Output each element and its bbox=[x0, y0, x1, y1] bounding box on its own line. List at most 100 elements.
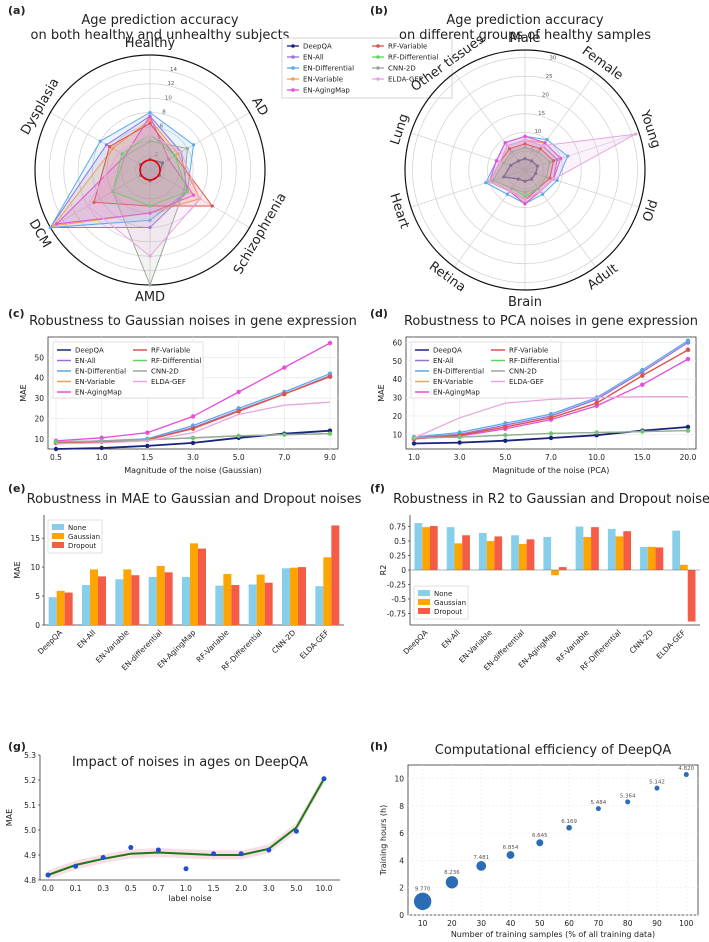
legend-entry: Dropout bbox=[434, 608, 463, 616]
bar-None bbox=[115, 579, 124, 625]
series-marker-DeepQA bbox=[530, 159, 534, 163]
series-marker-RF-Variable bbox=[236, 409, 241, 414]
legend-entry: EN-All bbox=[303, 54, 324, 62]
series-marker-RF-Variable bbox=[210, 204, 214, 208]
legend-entry: EN-Variable bbox=[303, 76, 343, 84]
axis-label: DCM bbox=[26, 217, 54, 251]
series-marker-EN-Differential bbox=[685, 338, 691, 343]
bar-Gaussian bbox=[647, 546, 656, 570]
legend-entry: EN-Variable bbox=[75, 378, 115, 386]
bubble-label: 6.169 bbox=[561, 819, 577, 825]
bar-None bbox=[282, 568, 290, 625]
series-marker-CNN-2D bbox=[523, 145, 527, 150]
series-line-CNN-2D bbox=[55, 433, 331, 443]
legend-entry: Dropout bbox=[68, 542, 97, 550]
bubble-label: 5.364 bbox=[620, 793, 636, 799]
y-axis-label: Training hours (h) bbox=[379, 805, 388, 876]
x-tick-label: 10 bbox=[418, 919, 428, 928]
series-marker-EN-Differential bbox=[236, 406, 241, 411]
legend-entry: ELDA-GEF bbox=[151, 378, 186, 386]
bar-None bbox=[215, 585, 224, 625]
x-tick-label: DeepQA bbox=[36, 627, 65, 656]
legend-marker bbox=[291, 88, 295, 92]
series-line-ELDA-GEF bbox=[413, 396, 688, 439]
plot-frame bbox=[407, 764, 699, 916]
x-axis-label: Magnitude of the noise (Gaussian) bbox=[124, 466, 262, 475]
series-marker-DeepQA bbox=[516, 159, 520, 163]
series-marker-EN-AgingMap bbox=[559, 156, 563, 161]
chart-title: Robustness in R2 to Gaussian and Dropout… bbox=[393, 492, 709, 507]
x-tick-label: 1.0 bbox=[180, 884, 192, 893]
x-axis-label: label noise bbox=[168, 894, 211, 903]
series-marker-EN-Differential bbox=[545, 138, 549, 142]
fit-curve bbox=[47, 778, 325, 876]
series-marker-ELDA-GEF bbox=[538, 189, 543, 193]
series-marker-RF-Variable bbox=[92, 200, 96, 204]
series-marker-EN-AgingMap bbox=[494, 159, 499, 163]
legend-entry: CNN-2D bbox=[151, 368, 179, 376]
x-tick-label: 0.3 bbox=[97, 884, 109, 893]
y-tick-label: 4.9 bbox=[24, 851, 36, 860]
series-marker-EN-Differential bbox=[191, 143, 196, 147]
y-tick-label: 6 bbox=[399, 829, 404, 838]
bar-None bbox=[248, 584, 257, 625]
bar-Gaussian bbox=[583, 537, 592, 570]
series-marker-DeepQA bbox=[685, 424, 691, 430]
legend-entry: RF-Variable bbox=[151, 347, 190, 355]
y-tick-label: 15 bbox=[30, 534, 40, 543]
bar-None bbox=[511, 535, 519, 570]
x-tick-label: 15.0 bbox=[634, 453, 651, 462]
chart-title: on both healthy and unhealthy subjects bbox=[31, 28, 290, 43]
series-marker-RF-Variable bbox=[548, 415, 554, 420]
series-marker-EN-AgingMap bbox=[543, 141, 547, 145]
y-tick-label: 10 bbox=[30, 563, 40, 572]
series-marker-DeepQA bbox=[509, 163, 513, 167]
y-tick-label: 0 bbox=[399, 911, 404, 920]
x-tick-label: 40 bbox=[506, 919, 516, 928]
legend-entry: EN-AgingMap bbox=[303, 87, 350, 95]
x-tick-label: 5.0 bbox=[499, 453, 511, 462]
legend-entry: RF-Differential bbox=[151, 357, 201, 365]
series-marker-RF-Variable bbox=[523, 142, 527, 146]
x-tick-label: DeepQA bbox=[401, 627, 430, 656]
series-marker-DeepQA bbox=[535, 164, 540, 168]
series-marker-DeepQA bbox=[523, 157, 527, 161]
bubble-point bbox=[506, 851, 515, 859]
legend-entry: EN-Differential bbox=[75, 368, 126, 376]
series-marker-CNN-2D bbox=[536, 150, 540, 154]
x-tick-label: 1.0 bbox=[408, 453, 420, 462]
y-tick-label: 0 bbox=[401, 566, 406, 575]
series-marker-EN-AgingMap bbox=[99, 435, 104, 440]
series-marker-DeepQA bbox=[160, 161, 165, 165]
series-marker-ELDA-GEF bbox=[498, 160, 502, 164]
series-marker-DeepQA bbox=[99, 445, 104, 451]
x-tick-label: 3.0 bbox=[454, 453, 466, 462]
series-marker-DeepQA bbox=[502, 175, 506, 179]
chart-title: Age prediction accuracy bbox=[81, 13, 239, 28]
legend-swatch bbox=[418, 608, 430, 614]
chart-title: Robustness to Gaussian noises in gene ex… bbox=[29, 314, 357, 329]
legend-entry: Gaussian bbox=[68, 533, 100, 541]
bar-None bbox=[148, 576, 157, 625]
legend-entry: EN-AgingMap bbox=[433, 389, 480, 397]
grid-spoke bbox=[149, 112, 250, 171]
bubble-point bbox=[445, 876, 459, 889]
series-marker-EN-AgingMap bbox=[55, 222, 59, 226]
bar-Dropout bbox=[687, 570, 696, 622]
grid-spoke bbox=[410, 132, 526, 171]
data-point bbox=[238, 851, 244, 857]
legend-marker bbox=[291, 55, 295, 59]
x-tick-label: 0.1 bbox=[70, 884, 82, 893]
chart-title: on different groups of healthy samples bbox=[399, 28, 651, 43]
panel-label: (g) bbox=[8, 740, 26, 753]
grid-spoke bbox=[454, 72, 526, 171]
series-marker-RF-Variable bbox=[538, 147, 543, 151]
x-tick-label: 1.5 bbox=[208, 884, 220, 893]
series-marker-CNN-2D bbox=[148, 283, 152, 287]
series-marker-EN-All bbox=[148, 225, 152, 230]
series-marker-EN-AgingMap bbox=[523, 134, 527, 138]
y-tick-label: 30 bbox=[392, 394, 402, 403]
series-marker-EN-Differential bbox=[640, 367, 645, 373]
y-tick-label: 50 bbox=[392, 357, 402, 366]
